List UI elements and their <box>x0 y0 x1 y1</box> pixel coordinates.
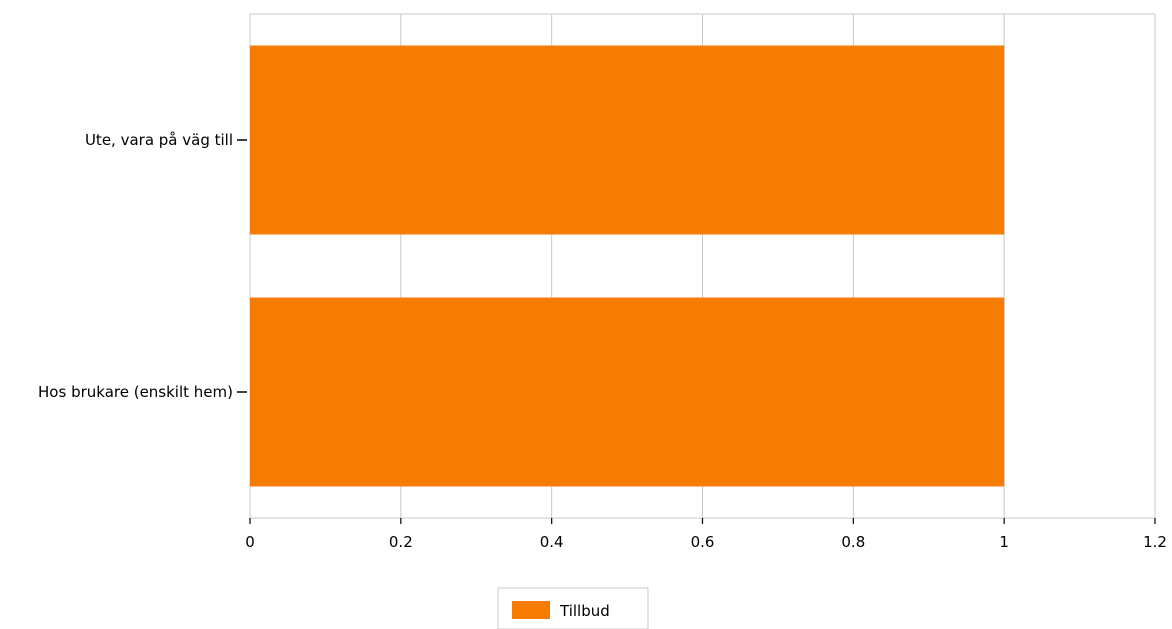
legend-label: Tillbud <box>559 602 610 620</box>
legend-box <box>497 587 649 629</box>
x-tick-label: 0 <box>245 533 255 551</box>
x-tick-label: 1.2 <box>1143 533 1167 551</box>
legend-swatch <box>512 601 550 619</box>
x-tick-label: 0.6 <box>691 533 715 551</box>
y-tick-label: Hos brukare (enskilt hem) <box>38 383 233 401</box>
x-tick-label: 0.2 <box>389 533 413 551</box>
x-tick-label: 0.4 <box>540 533 564 551</box>
y-axis: Ute, vara på väg till Hos brukare (enskil… <box>38 131 247 401</box>
x-tick-label: 1 <box>999 533 1009 551</box>
bars <box>250 45 1005 487</box>
bar <box>250 297 1005 487</box>
legend: Tillbud <box>497 587 649 629</box>
x-axis: 0 0.2 0.4 0.6 0.8 1 1.2 <box>245 518 1167 551</box>
x-tick-label: 0.8 <box>841 533 865 551</box>
bar <box>250 45 1005 235</box>
y-tick-label: Ute, vara på väg till <box>85 131 233 149</box>
